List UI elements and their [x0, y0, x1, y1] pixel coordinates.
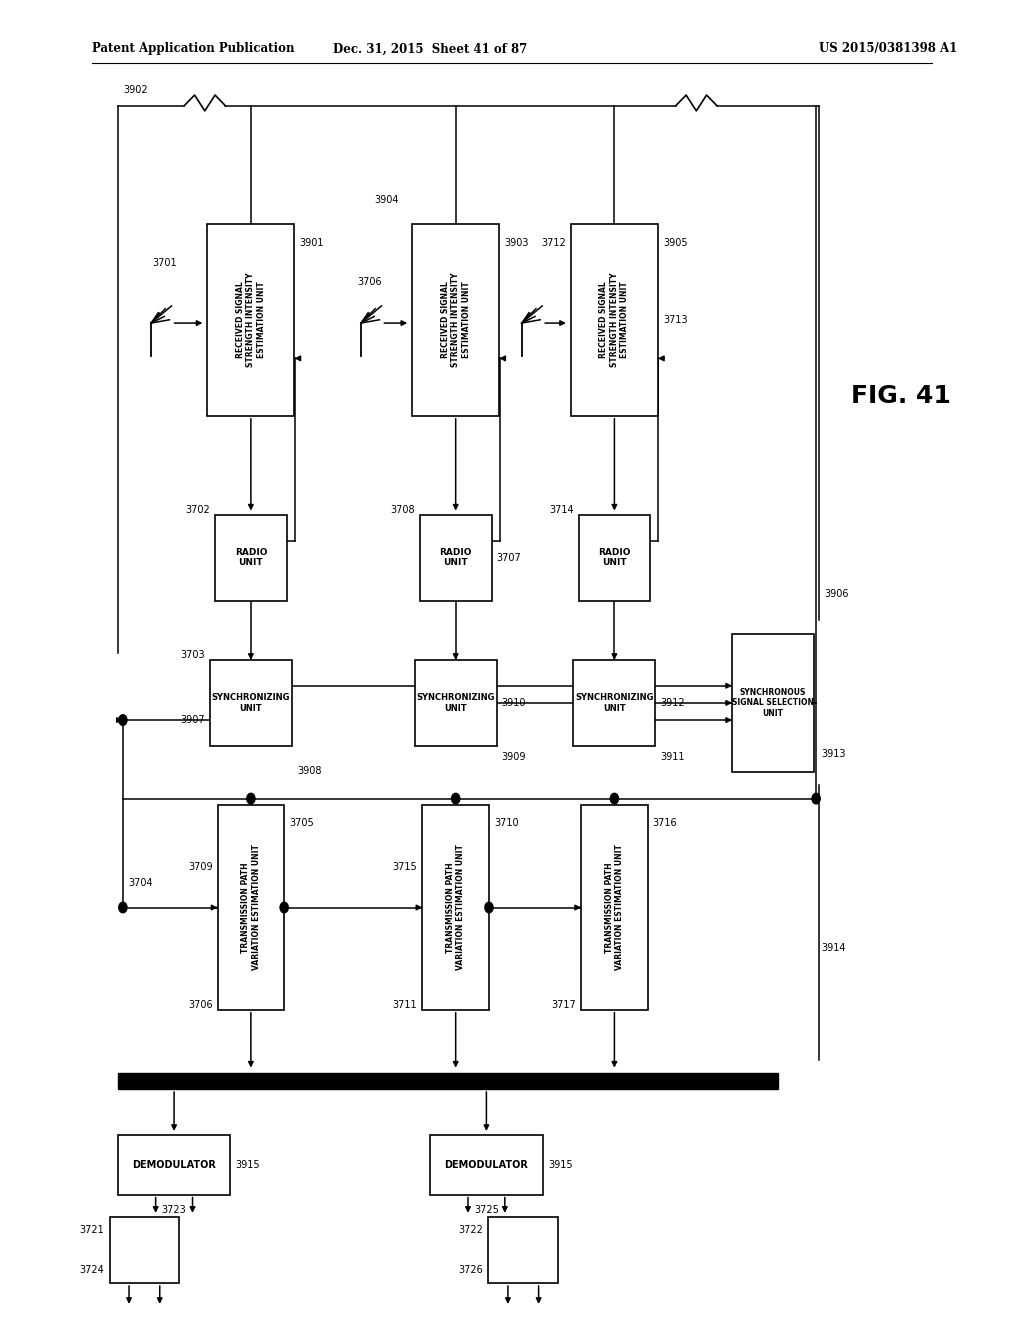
- FancyBboxPatch shape: [582, 805, 648, 1010]
- FancyBboxPatch shape: [207, 224, 295, 416]
- Text: TRANSMISSION PATH
VARIATION ESTIMATION UNIT: TRANSMISSION PATH VARIATION ESTIMATION U…: [605, 845, 624, 970]
- Text: SYNCHRONIZING
UNIT: SYNCHRONIZING UNIT: [417, 693, 495, 713]
- Text: US 2015/0381398 A1: US 2015/0381398 A1: [819, 42, 957, 55]
- Text: 3914: 3914: [821, 944, 846, 953]
- Text: 3707: 3707: [497, 553, 521, 562]
- Text: 3713: 3713: [664, 315, 688, 325]
- Text: 3915: 3915: [548, 1160, 572, 1170]
- FancyBboxPatch shape: [118, 1135, 230, 1195]
- FancyBboxPatch shape: [415, 660, 497, 746]
- Text: RECEIVED SIGNAL
STRENGTH INTENSITY
ESTIMATION UNIT: RECEIVED SIGNAL STRENGTH INTENSITY ESTIM…: [440, 273, 471, 367]
- Text: 3903: 3903: [504, 238, 528, 248]
- FancyBboxPatch shape: [579, 515, 650, 601]
- FancyBboxPatch shape: [488, 1217, 558, 1283]
- Circle shape: [812, 793, 820, 804]
- Text: SYNCHRONOUS
SIGNAL SELECTION
UNIT: SYNCHRONOUS SIGNAL SELECTION UNIT: [732, 688, 814, 718]
- Text: 3910: 3910: [502, 698, 526, 708]
- Text: 3907: 3907: [180, 715, 205, 725]
- Text: 3716: 3716: [653, 818, 678, 829]
- FancyBboxPatch shape: [217, 805, 284, 1010]
- Text: 3712: 3712: [541, 238, 565, 248]
- Text: 3726: 3726: [459, 1265, 483, 1275]
- FancyBboxPatch shape: [732, 634, 814, 772]
- Circle shape: [610, 793, 618, 804]
- Text: 3906: 3906: [824, 589, 849, 599]
- Circle shape: [485, 903, 494, 913]
- FancyBboxPatch shape: [118, 1073, 778, 1089]
- Text: 3702: 3702: [185, 504, 210, 515]
- FancyBboxPatch shape: [110, 1217, 179, 1283]
- Text: 3905: 3905: [664, 238, 688, 248]
- Text: 3908: 3908: [297, 766, 322, 776]
- Text: DEMODULATOR: DEMODULATOR: [132, 1160, 216, 1170]
- Text: TRANSMISSION PATH
VARIATION ESTIMATION UNIT: TRANSMISSION PATH VARIATION ESTIMATION U…: [446, 845, 465, 970]
- FancyBboxPatch shape: [430, 1135, 543, 1195]
- Text: 3721: 3721: [80, 1225, 104, 1236]
- Text: 3706: 3706: [187, 999, 213, 1010]
- FancyBboxPatch shape: [422, 805, 489, 1010]
- Circle shape: [119, 903, 127, 913]
- Circle shape: [452, 793, 460, 804]
- Text: 3901: 3901: [299, 238, 324, 248]
- Text: 3723: 3723: [162, 1205, 186, 1216]
- Text: RECEIVED SIGNAL
STRENGTH INTENSITY
ESTIMATION UNIT: RECEIVED SIGNAL STRENGTH INTENSITY ESTIM…: [236, 273, 266, 367]
- FancyBboxPatch shape: [571, 224, 657, 416]
- Circle shape: [119, 715, 127, 725]
- Text: 3704: 3704: [128, 878, 153, 887]
- Text: 3722: 3722: [459, 1225, 483, 1236]
- Text: SYNCHRONIZING
UNIT: SYNCHRONIZING UNIT: [212, 693, 290, 713]
- Text: TRANSMISSION PATH
VARIATION ESTIMATION UNIT: TRANSMISSION PATH VARIATION ESTIMATION U…: [242, 845, 260, 970]
- Text: 3717: 3717: [551, 999, 575, 1010]
- FancyBboxPatch shape: [573, 660, 655, 746]
- Text: FIG. 41: FIG. 41: [851, 384, 951, 408]
- Text: RADIO
UNIT: RADIO UNIT: [598, 548, 631, 568]
- Text: 3709: 3709: [187, 862, 213, 871]
- Text: 3715: 3715: [392, 862, 418, 871]
- Text: 3902: 3902: [123, 84, 147, 95]
- Text: 3714: 3714: [549, 504, 573, 515]
- Circle shape: [280, 903, 289, 913]
- Text: SYNCHRONIZING
UNIT: SYNCHRONIZING UNIT: [575, 693, 653, 713]
- FancyBboxPatch shape: [210, 660, 292, 746]
- Text: Patent Application Publication: Patent Application Publication: [92, 42, 295, 55]
- Text: 3710: 3710: [495, 818, 519, 829]
- Text: 3915: 3915: [236, 1160, 260, 1170]
- FancyBboxPatch shape: [420, 515, 492, 601]
- FancyBboxPatch shape: [412, 224, 500, 416]
- Text: 3703: 3703: [180, 649, 205, 660]
- Text: 3909: 3909: [502, 752, 526, 763]
- FancyBboxPatch shape: [215, 515, 287, 601]
- Text: DEMODULATOR: DEMODULATOR: [444, 1160, 528, 1170]
- Text: 3711: 3711: [392, 999, 418, 1010]
- Text: 3912: 3912: [660, 698, 685, 708]
- Text: 3701: 3701: [152, 257, 176, 268]
- Text: 3725: 3725: [474, 1205, 499, 1216]
- Text: 3708: 3708: [390, 504, 415, 515]
- Text: 3904: 3904: [375, 194, 398, 205]
- Text: RECEIVED SIGNAL
STRENGTH INTENSITY
ESTIMATION UNIT: RECEIVED SIGNAL STRENGTH INTENSITY ESTIM…: [599, 273, 630, 367]
- Text: Dec. 31, 2015  Sheet 41 of 87: Dec. 31, 2015 Sheet 41 of 87: [333, 42, 527, 55]
- Text: 3911: 3911: [660, 752, 685, 763]
- Text: RADIO
UNIT: RADIO UNIT: [234, 548, 267, 568]
- Text: 3724: 3724: [80, 1265, 104, 1275]
- Text: 3705: 3705: [289, 818, 314, 829]
- Text: 3913: 3913: [821, 748, 846, 759]
- Text: 3706: 3706: [356, 277, 382, 286]
- Circle shape: [247, 793, 255, 804]
- Text: RADIO
UNIT: RADIO UNIT: [439, 548, 472, 568]
